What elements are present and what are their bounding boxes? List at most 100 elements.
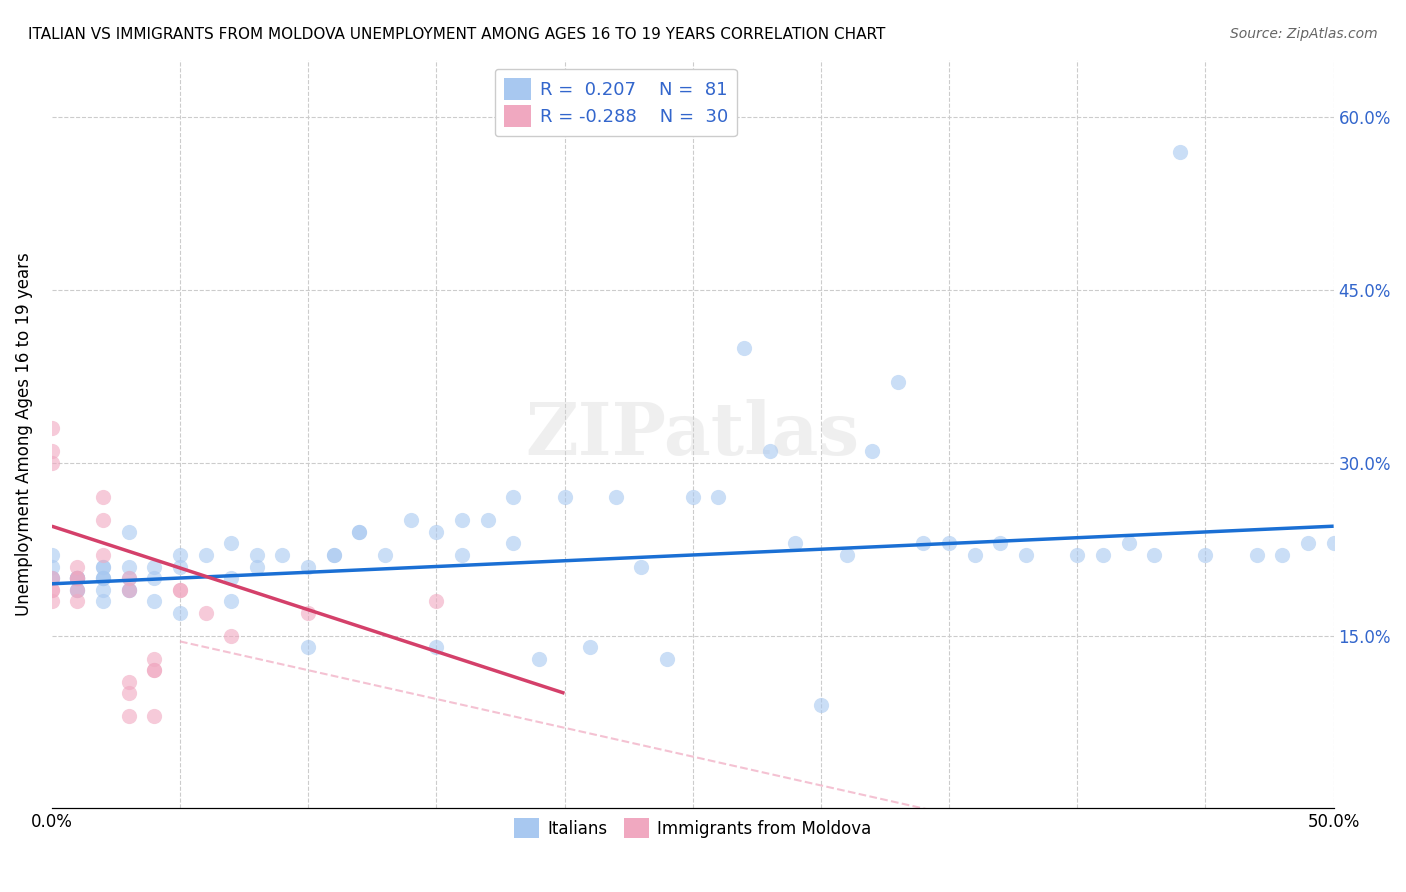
Point [1194,548,1216,562]
Point [169,548,191,562]
Point [91,559,114,574]
Point [682,491,704,505]
Point [399,513,422,527]
Point [143,663,166,677]
Point [1066,548,1088,562]
Point [451,548,474,562]
Point [502,536,524,550]
Text: Source: ZipAtlas.com: Source: ZipAtlas.com [1230,27,1378,41]
Point [219,571,242,585]
Point [91,513,114,527]
Point [194,548,217,562]
Point [66,582,89,597]
Point [143,709,166,723]
Point [477,513,499,527]
Point [988,536,1011,550]
Point [41,571,63,585]
Point [41,582,63,597]
Point [91,594,114,608]
Point [758,444,780,458]
Point [246,548,269,562]
Point [1168,145,1191,159]
Point [1091,548,1114,562]
Point [297,606,319,620]
Point [41,456,63,470]
Point [91,559,114,574]
Point [451,513,474,527]
Point [118,709,141,723]
Point [374,548,396,562]
Point [41,559,63,574]
Point [91,571,114,585]
Point [733,341,755,355]
Point [118,571,141,585]
Point [143,651,166,665]
Point [527,651,550,665]
Point [91,571,114,585]
Point [579,640,602,655]
Point [912,536,935,550]
Point [322,548,344,562]
Point [425,640,447,655]
Point [938,536,960,550]
Point [553,491,575,505]
Point [118,686,141,700]
Point [1246,548,1268,562]
Point [297,640,319,655]
Point [1143,548,1166,562]
Point [91,548,114,562]
Point [169,582,191,597]
Point [246,559,269,574]
Point [835,548,858,562]
Point [655,651,678,665]
Point [1015,548,1038,562]
Point [349,524,371,539]
Point [118,674,141,689]
Point [194,606,217,620]
Point [91,582,114,597]
Point [66,582,89,597]
Point [143,559,166,574]
Point [425,524,447,539]
Point [143,663,166,677]
Point [66,571,89,585]
Point [1271,548,1294,562]
Point [91,571,114,585]
Text: ZIPatlas: ZIPatlas [526,399,859,469]
Point [219,629,242,643]
Point [66,571,89,585]
Point [118,524,141,539]
Point [118,582,141,597]
Point [169,559,191,574]
Point [91,491,114,505]
Point [66,582,89,597]
Point [502,491,524,505]
Point [66,571,89,585]
Point [41,444,63,458]
Point [219,536,242,550]
Point [887,375,910,389]
Legend: Italians, Immigrants from Moldova: Italians, Immigrants from Moldova [508,812,879,845]
Point [118,582,141,597]
Point [219,594,242,608]
Text: ITALIAN VS IMMIGRANTS FROM MOLDOVA UNEMPLOYMENT AMONG AGES 16 TO 19 YEARS CORREL: ITALIAN VS IMMIGRANTS FROM MOLDOVA UNEMP… [28,27,886,42]
Point [1323,536,1346,550]
Point [271,548,294,562]
Point [169,582,191,597]
Point [143,594,166,608]
Point [707,491,730,505]
Point [630,559,652,574]
Point [118,559,141,574]
Point [810,698,832,712]
Point [41,548,63,562]
Point [297,559,319,574]
Point [118,582,141,597]
Point [322,548,344,562]
Y-axis label: Unemployment Among Ages 16 to 19 years: Unemployment Among Ages 16 to 19 years [15,252,32,615]
Point [169,606,191,620]
Point [66,559,89,574]
Point [118,571,141,585]
Point [41,571,63,585]
Point [1296,536,1319,550]
Point [1118,536,1140,550]
